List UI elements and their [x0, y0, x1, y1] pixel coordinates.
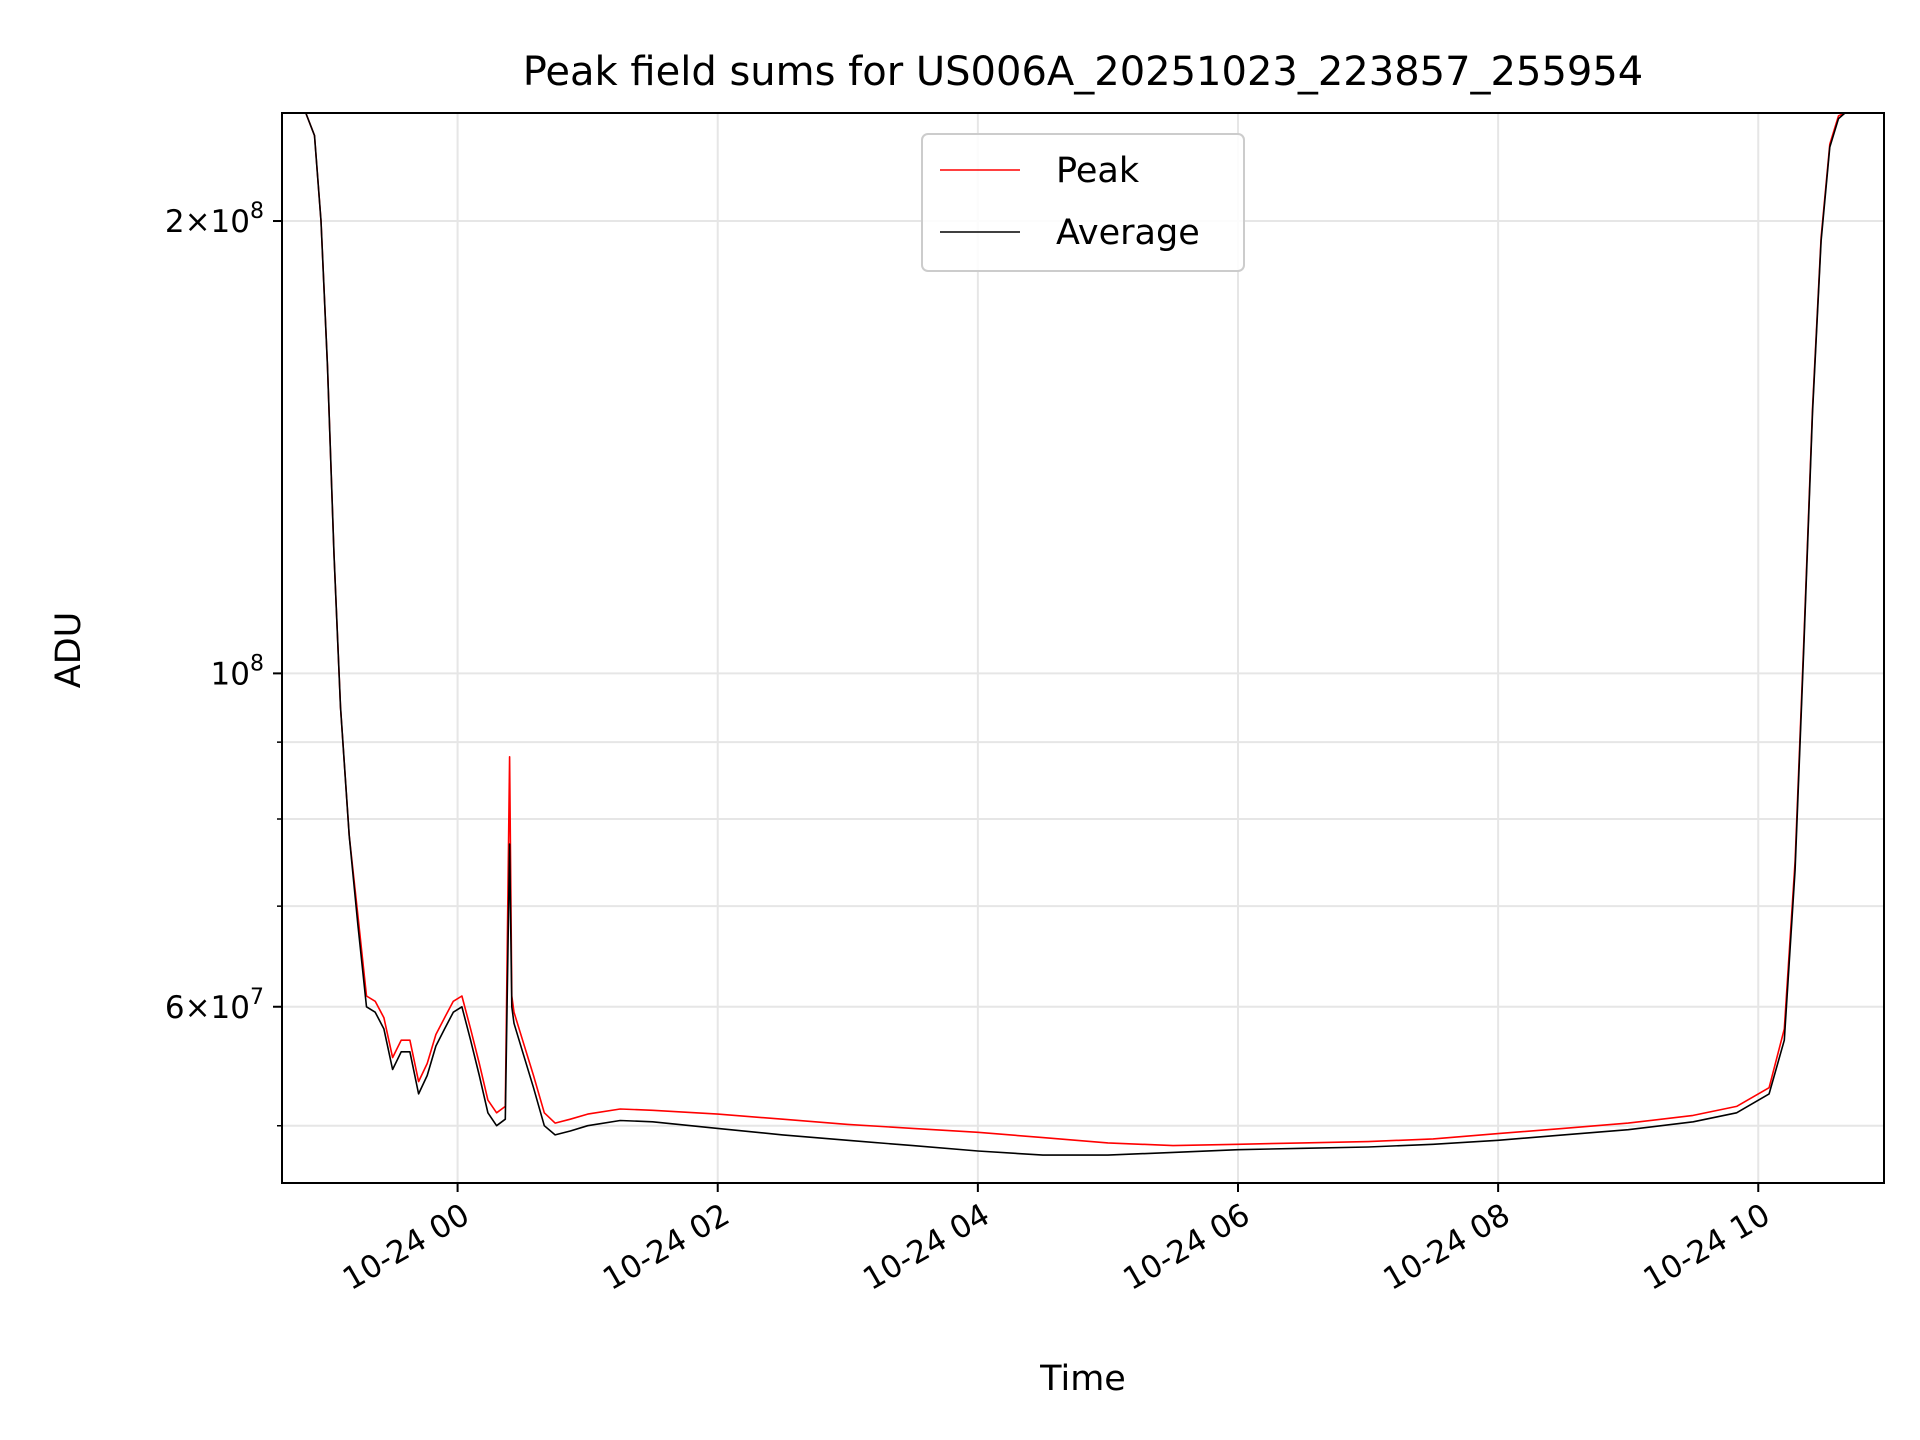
legend-label-average: Average — [1056, 213, 1200, 253]
grid — [282, 113, 1884, 1183]
series-line-average — [305, 112, 1861, 1156]
y-tick-label: 6×107 — [165, 985, 264, 1026]
x-tick-label: 10-24 04 — [857, 1197, 996, 1298]
x-axis: 10-24 00 10-24 02 10-24 04 10-24 06 10-24 08… — [337, 1183, 1776, 1298]
series-layer — [305, 112, 1861, 1156]
y-tick-exponent: 8 — [250, 199, 264, 224]
x-tick-label: 10-24 10 — [1638, 1197, 1777, 1298]
legend-box — [921, 133, 1245, 272]
x-tick-label: 10-24 02 — [597, 1197, 736, 1298]
plot-area-frame — [281, 112, 1885, 1184]
y-tick-base: 10 — [211, 656, 250, 692]
x-tick-label: 10-24 06 — [1117, 1197, 1256, 1298]
series-line-peak — [305, 112, 1861, 1147]
y-axis-label: ADU — [49, 612, 89, 689]
y-tick-exponent: 8 — [250, 651, 264, 676]
y-tick-exponent: 7 — [250, 985, 264, 1010]
y-tick-label: 2×108 — [165, 199, 264, 240]
legend-label-peak: Peak — [1056, 151, 1140, 191]
y-tick-base: 2×10 — [165, 204, 250, 240]
chart-title: Peak field sums for US006A_20251023_2238… — [523, 49, 1644, 95]
x-tick-label: 10-24 00 — [337, 1197, 476, 1298]
x-axis-label: Time — [1039, 1359, 1126, 1399]
y-tick-base: 6×10 — [165, 990, 250, 1026]
y-tick-label: 108 — [211, 651, 264, 692]
x-tick-label: 10-24 08 — [1377, 1197, 1516, 1298]
legend: Peak Average — [921, 133, 1245, 272]
